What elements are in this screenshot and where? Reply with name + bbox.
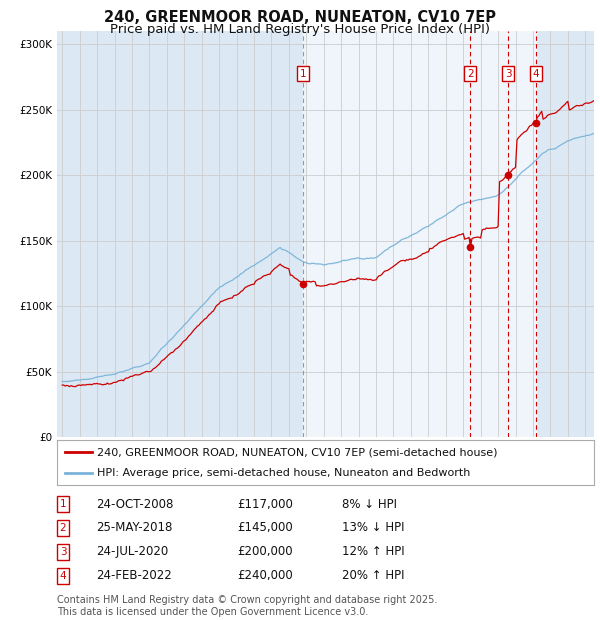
Text: 20% ↑ HPI: 20% ↑ HPI <box>342 570 404 582</box>
Text: 240, GREENMOOR ROAD, NUNEATON, CV10 7EP (semi-detached house): 240, GREENMOOR ROAD, NUNEATON, CV10 7EP … <box>97 447 498 458</box>
Text: £117,000: £117,000 <box>237 498 293 510</box>
Text: 240, GREENMOOR ROAD, NUNEATON, CV10 7EP: 240, GREENMOOR ROAD, NUNEATON, CV10 7EP <box>104 10 496 25</box>
Text: 25-MAY-2018: 25-MAY-2018 <box>96 521 172 534</box>
Text: 1: 1 <box>59 499 67 509</box>
Text: Price paid vs. HM Land Registry's House Price Index (HPI): Price paid vs. HM Land Registry's House … <box>110 23 490 36</box>
Text: HPI: Average price, semi-detached house, Nuneaton and Bedworth: HPI: Average price, semi-detached house,… <box>97 467 470 478</box>
Text: 24-JUL-2020: 24-JUL-2020 <box>96 546 168 558</box>
Text: 4: 4 <box>533 69 539 79</box>
Text: 13% ↓ HPI: 13% ↓ HPI <box>342 521 404 534</box>
Text: 3: 3 <box>505 69 511 79</box>
Text: £145,000: £145,000 <box>237 521 293 534</box>
Text: 12% ↑ HPI: 12% ↑ HPI <box>342 546 404 558</box>
Text: 4: 4 <box>59 571 67 581</box>
Text: £240,000: £240,000 <box>237 570 293 582</box>
Text: 24-OCT-2008: 24-OCT-2008 <box>96 498 173 510</box>
Bar <box>303 31 536 437</box>
Text: 2: 2 <box>467 69 473 79</box>
Text: 1: 1 <box>300 69 307 79</box>
Text: 3: 3 <box>59 547 67 557</box>
Text: 2: 2 <box>59 523 67 533</box>
Text: £200,000: £200,000 <box>237 546 293 558</box>
Text: 8% ↓ HPI: 8% ↓ HPI <box>342 498 397 510</box>
Text: 24-FEB-2022: 24-FEB-2022 <box>96 570 172 582</box>
Text: Contains HM Land Registry data © Crown copyright and database right 2025.
This d: Contains HM Land Registry data © Crown c… <box>57 595 437 617</box>
